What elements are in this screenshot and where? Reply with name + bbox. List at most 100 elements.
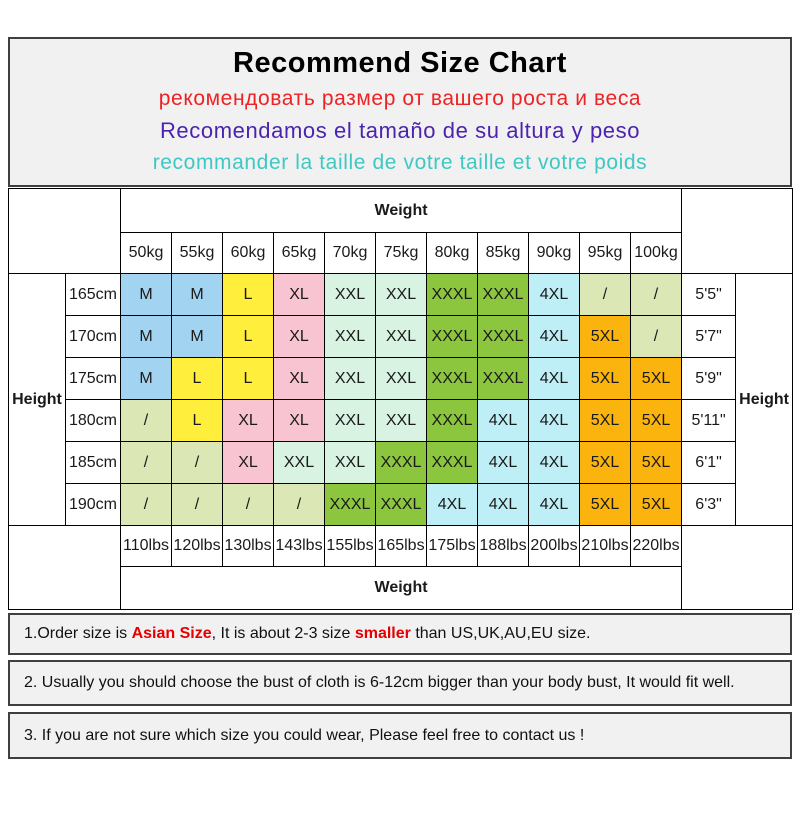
- size-cell: XXXL: [426, 357, 478, 400]
- kg-header-cell: 70kg: [324, 232, 376, 274]
- size-cell: /: [120, 399, 172, 442]
- note-3-text: 3. If you are not sure which size you co…: [24, 726, 585, 744]
- size-cell: /: [273, 483, 325, 526]
- kg-header-cell: 85kg: [477, 232, 529, 274]
- size-cell: XXL: [324, 441, 376, 484]
- size-cell: XXXL: [477, 315, 529, 358]
- height-label-right: Height: [735, 273, 794, 526]
- corner-cell-top-left: [8, 188, 121, 274]
- kg-header-cell: 60kg: [222, 232, 274, 274]
- note-1-text: than US,UK,AU,EU size.: [410, 625, 591, 642]
- subtitle-french: recommander la taille de votre taille et…: [152, 151, 648, 175]
- size-cell: M: [171, 315, 223, 358]
- size-cell: 4XL: [477, 399, 529, 442]
- ftin-cell: 6'1": [681, 441, 737, 484]
- note-1-accent-smaller: smaller: [354, 625, 411, 642]
- cm-cell: 170cm: [65, 315, 121, 358]
- kg-header-cell: 75kg: [375, 232, 427, 274]
- cm-cell: 190cm: [65, 483, 121, 526]
- size-cell: XL: [273, 357, 325, 400]
- cm-cell: 175cm: [65, 357, 121, 400]
- size-cell: L: [222, 273, 274, 316]
- note-3: 3. If you are not sure which size you co…: [8, 712, 792, 759]
- size-cell: XXL: [375, 315, 427, 358]
- size-cell: XXXL: [375, 441, 427, 484]
- note-1-accent-asian-size: Asian Size: [131, 625, 212, 642]
- note-2-text: 2. Usually you should choose the bust of…: [24, 674, 735, 691]
- kg-header-cell: 90kg: [528, 232, 580, 274]
- cm-cell: 180cm: [65, 399, 121, 442]
- size-cell: XL: [273, 273, 325, 316]
- lbs-cell: 210lbs: [579, 525, 631, 567]
- lbs-cell: 110lbs: [120, 525, 172, 567]
- size-chart-page: Recommend Size Chart рекомендовать разме…: [0, 37, 800, 837]
- note-1-text: 1.Order size is: [24, 625, 132, 642]
- size-cell: XXL: [273, 441, 325, 484]
- size-cell: 4XL: [528, 441, 580, 484]
- size-cell: /: [171, 483, 223, 526]
- size-cell: 4XL: [528, 315, 580, 358]
- size-cell: /: [629, 315, 683, 358]
- size-cell: 4XL: [426, 483, 478, 526]
- size-cell: XXXL: [324, 483, 376, 526]
- ftin-cell: 5'9": [681, 357, 737, 400]
- size-cell: L: [171, 357, 223, 400]
- lbs-cell: 155lbs: [324, 525, 376, 567]
- cm-cell: 165cm: [65, 273, 121, 316]
- size-cell: XXL: [375, 273, 427, 316]
- size-cell: L: [222, 315, 274, 358]
- size-cell: 4XL: [477, 441, 529, 484]
- size-cell: /: [120, 483, 172, 526]
- corner-cell-bottom-left: [8, 525, 121, 610]
- page-title: Recommend Size Chart: [233, 46, 567, 79]
- size-cell: 5XL: [629, 399, 683, 442]
- ftin-cell: 5'7": [681, 315, 737, 358]
- size-cell: 5XL: [629, 483, 683, 526]
- subtitle-russian: рекомендовать размер от вашего роста и в…: [158, 86, 642, 110]
- size-cell: 5XL: [629, 441, 683, 484]
- size-cell: 5XL: [579, 399, 631, 442]
- size-cell: XL: [273, 399, 325, 442]
- lbs-cell: 130lbs: [222, 525, 274, 567]
- size-cell: XXXL: [426, 315, 478, 358]
- size-cell: M: [120, 357, 172, 400]
- lbs-cell: 175lbs: [426, 525, 478, 567]
- size-cell: XXL: [324, 357, 376, 400]
- size-cell: 5XL: [579, 357, 631, 400]
- size-cell: /: [120, 441, 172, 484]
- kg-header-cell: 55kg: [171, 232, 223, 274]
- size-cell: 5XL: [579, 315, 631, 358]
- size-cell: L: [171, 399, 223, 442]
- size-cell: 4XL: [528, 483, 580, 526]
- size-cell: 4XL: [528, 273, 580, 316]
- size-cell: 5XL: [579, 441, 631, 484]
- size-cell: L: [222, 357, 274, 400]
- size-cell: XXL: [324, 315, 376, 358]
- size-cell: M: [120, 273, 172, 316]
- kg-header-cell: 65kg: [273, 232, 325, 274]
- ftin-cell: 5'5": [681, 273, 737, 316]
- size-cell: XXXL: [426, 273, 478, 316]
- lbs-cell: 165lbs: [375, 525, 427, 567]
- corner-cell-bottom-right: [681, 525, 794, 610]
- size-cell: 5XL: [629, 357, 683, 400]
- size-cell: M: [120, 315, 172, 358]
- lbs-cell: 120lbs: [171, 525, 223, 567]
- size-cell: /: [222, 483, 274, 526]
- corner-cell-top-right: [681, 188, 794, 274]
- lbs-cell: 220lbs: [629, 525, 683, 567]
- kg-header-cell: 50kg: [120, 232, 172, 274]
- weight-header-top: Weight: [119, 188, 683, 233]
- header-box: Recommend Size Chart рекомендовать разме…: [8, 37, 792, 187]
- cm-cell: 185cm: [65, 441, 121, 484]
- kg-header-cell: 100kg: [629, 232, 683, 274]
- size-cell: XXXL: [477, 273, 529, 316]
- size-cell: XL: [222, 399, 274, 442]
- note-2: 2. Usually you should choose the bust of…: [8, 660, 792, 706]
- height-label-left: Height: [8, 273, 66, 526]
- kg-header-cell: 80kg: [426, 232, 478, 274]
- size-cell: XXL: [375, 357, 427, 400]
- note-1: 1.Order size is Asian Size, It is about …: [8, 613, 792, 655]
- size-cell: XXXL: [477, 357, 529, 400]
- size-cell: /: [171, 441, 223, 484]
